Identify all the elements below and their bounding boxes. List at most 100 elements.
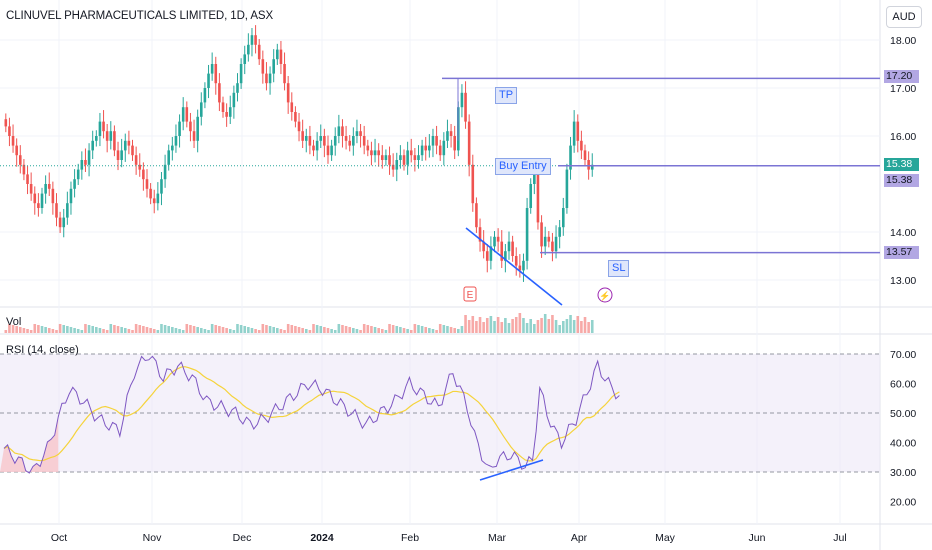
candle-body [62, 217, 66, 228]
volume-bar [163, 325, 167, 333]
candle-body [352, 136, 355, 146]
candle-body [319, 136, 323, 141]
price-tick-label: 13.00 [890, 275, 916, 287]
candle-body [489, 246, 493, 261]
time-tick-label: Mar [488, 532, 507, 544]
volume-bar [160, 324, 163, 333]
buy-entry-annotation[interactable]: Buy Entry [495, 158, 551, 175]
candle-body [236, 83, 239, 93]
rsi-tick-label: 30.00 [890, 467, 916, 479]
volume-bar [312, 324, 315, 333]
earnings-marker-label: E [467, 290, 474, 301]
candle-body [214, 64, 218, 84]
volume-bar [457, 329, 460, 333]
volume-bar [384, 330, 388, 333]
candle-body [91, 140, 94, 151]
candle-body [406, 150, 409, 165]
candle-body [102, 121, 105, 132]
volume-bar [399, 327, 402, 333]
volume-bar [123, 328, 127, 333]
currency-selector[interactable]: AUD [886, 6, 922, 28]
candle-body [160, 179, 163, 194]
tp-annotation[interactable]: TP [495, 87, 518, 104]
candle-body [218, 83, 221, 103]
candle-body [199, 102, 203, 117]
candle-body [15, 145, 18, 156]
volume-bar [167, 326, 171, 333]
rsi-oversold-fill [0, 416, 59, 474]
volume-bar [76, 329, 80, 333]
volume-bar [511, 319, 514, 333]
candle-body [333, 136, 337, 146]
candle-body [29, 184, 33, 194]
volume-bar [44, 327, 47, 333]
volume-bar [330, 329, 333, 333]
candle-body [152, 198, 156, 204]
candle-body [590, 164, 594, 170]
candle-body [583, 150, 587, 160]
candle-body [504, 251, 507, 261]
volume-bar [171, 327, 174, 333]
candle-body [377, 150, 380, 156]
candle-body [511, 241, 514, 256]
candle-body [446, 131, 449, 141]
candle-body [290, 102, 294, 112]
volume-bar [352, 328, 355, 333]
price-tick-label: 17.00 [890, 83, 916, 95]
candle-body [355, 131, 359, 136]
volume-bar [113, 325, 116, 333]
candle-body [312, 145, 315, 151]
volume-bar [580, 321, 583, 333]
candle-body [482, 241, 485, 252]
candle-body [145, 179, 149, 189]
sl-annotation[interactable]: SL [608, 260, 630, 277]
volume-bar [207, 330, 210, 333]
dividend-marker [597, 287, 613, 303]
volume-pane-label[interactable]: Vol [6, 316, 22, 328]
volume-bar [304, 329, 308, 333]
volume-bar [87, 325, 91, 333]
volume-bar [467, 320, 471, 333]
candle-body [192, 131, 196, 141]
rsi-tick-label: 60.00 [890, 379, 916, 391]
volume-bar [428, 328, 431, 333]
candle-body [362, 136, 366, 146]
candle-body [105, 131, 109, 141]
volume-bar [149, 328, 152, 333]
volume-bar [482, 322, 485, 333]
volume-bar [138, 325, 142, 333]
volume-bar [279, 329, 283, 333]
rsi-pane-label[interactable]: RSI (14, close) [6, 344, 79, 356]
volume-bar [315, 325, 319, 333]
volume-bar [283, 330, 286, 333]
volume-bar [221, 327, 225, 333]
volume-bar [95, 327, 98, 333]
rsi-line [3, 355, 620, 474]
volume-bar [178, 329, 181, 333]
volume-bar [8, 324, 11, 333]
volume-bar [294, 326, 297, 333]
candle-body [4, 119, 8, 127]
current-price-tag: 15.38 [884, 158, 919, 171]
candle-body [460, 92, 464, 108]
candle-body [44, 184, 47, 194]
time-tick-label: Feb [401, 532, 419, 544]
candle-body [522, 260, 525, 271]
candle-body [395, 160, 399, 170]
volume-bar [402, 328, 406, 333]
candle-body [304, 136, 308, 141]
volume-bar [243, 326, 247, 333]
candle-body [536, 169, 540, 223]
candle-body [33, 193, 37, 204]
volume-bar [341, 325, 344, 333]
volume-bar [576, 316, 580, 333]
volume-bar [500, 322, 504, 333]
volume-bar [554, 320, 558, 333]
volume-bar [22, 328, 26, 333]
volume-bar [569, 315, 572, 333]
time-tick-label: Jul [833, 532, 846, 544]
candle-body [391, 164, 395, 170]
volume-bar [276, 328, 279, 333]
candle-body [98, 121, 102, 136]
